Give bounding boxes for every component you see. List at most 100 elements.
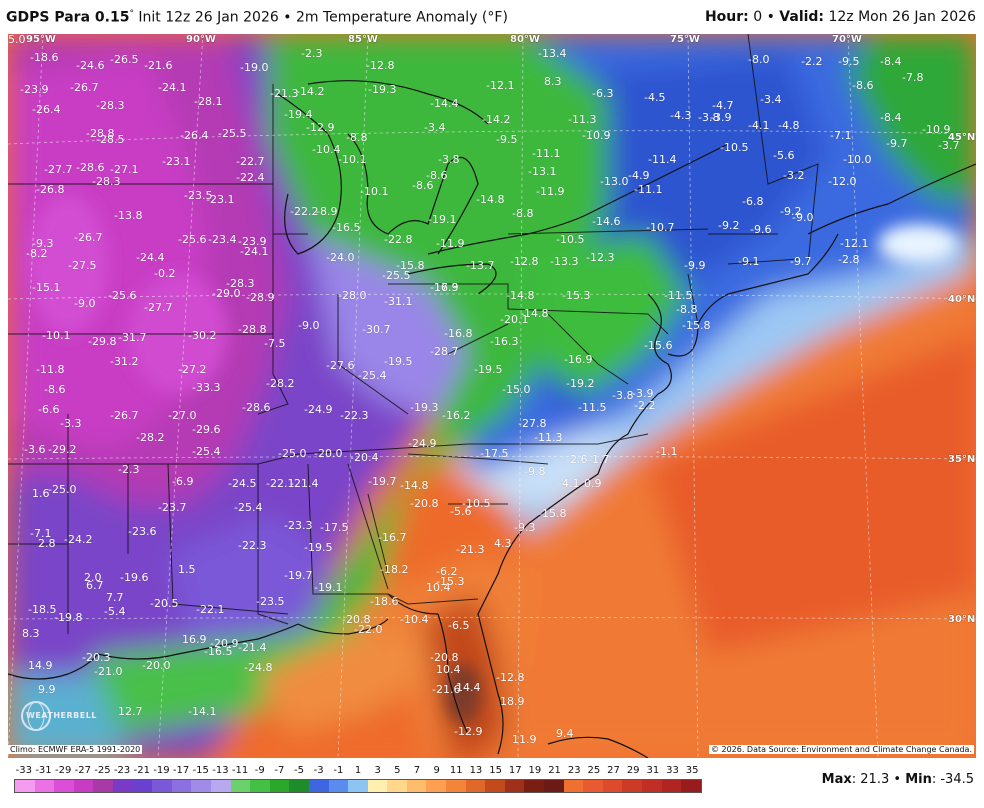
anomaly-value: -22.1 xyxy=(196,603,225,616)
anomaly-value: -23.5 xyxy=(256,595,285,608)
anomaly-value: -19.1 xyxy=(428,213,457,226)
anomaly-value: -28.0 xyxy=(338,289,367,302)
anomaly-value: -4.5 xyxy=(644,91,666,104)
anomaly-value: -25.0 xyxy=(48,483,77,496)
anomaly-value: -26.8 xyxy=(36,183,65,196)
anomaly-value: -8.4 xyxy=(880,55,902,68)
anomaly-value: -24.9 xyxy=(408,437,437,450)
anomaly-value: -16.5 xyxy=(204,645,233,658)
legend-swatch xyxy=(642,780,662,792)
anomaly-value: -16.3 xyxy=(490,335,519,348)
anomaly-value: 11.9 xyxy=(512,733,537,746)
anomaly-value: -4.8 xyxy=(778,119,800,132)
anomaly-value: -9.6 xyxy=(750,223,772,236)
anomaly-value: -15.1 xyxy=(32,281,61,294)
anomaly-value: -9.5 xyxy=(496,133,518,146)
anomaly-value: -16.9 xyxy=(430,281,459,294)
anomaly-value: -10.4 xyxy=(312,143,341,156)
anomaly-value: -14.2 xyxy=(482,113,511,126)
legend-tick-label: 19 xyxy=(528,765,542,776)
legend-swatch xyxy=(112,780,133,792)
legend-tick-label: -21 xyxy=(133,765,150,776)
lon-label-85w: 85°W xyxy=(348,34,378,45)
anomaly-value: -20.8 xyxy=(430,651,459,664)
anomaly-value: -9.2 xyxy=(780,205,802,218)
anomaly-value: -22.8 xyxy=(384,233,413,246)
anomaly-value: -8.8 xyxy=(676,303,698,316)
anomaly-value: -3.4 xyxy=(424,121,446,134)
legend-tick-label: 13 xyxy=(469,765,483,776)
legend-tick-label: -13 xyxy=(212,765,229,776)
anomaly-value: -20.4 xyxy=(350,451,379,464)
anomaly-value: -15.6 xyxy=(644,339,673,352)
legend-tick-label: -9 xyxy=(254,765,265,776)
legend-tick-label: 9 xyxy=(433,765,440,776)
anomaly-value: -23.7 xyxy=(158,501,187,514)
legend-swatch xyxy=(308,780,329,792)
anomaly-value: -28.8 xyxy=(238,323,267,336)
anomaly-value: -4.1 xyxy=(748,119,770,132)
valid-value: 12z Mon 26 Jan 2026 xyxy=(828,9,976,25)
anomaly-value: 2.8 xyxy=(38,537,56,550)
legend-tick-label: -15 xyxy=(192,765,209,776)
anomaly-value: -8.4 xyxy=(880,111,902,124)
legend-tick-label: -23 xyxy=(113,765,131,776)
anomaly-value: -3.7 xyxy=(938,139,960,152)
anomaly-value: -23.9 xyxy=(20,83,49,96)
anomaly-value: -23.4 xyxy=(208,233,237,246)
anomaly-value: -16.2 xyxy=(442,409,471,422)
anomaly-value: -25.0 xyxy=(278,447,307,460)
legend-tick-label: 17 xyxy=(508,765,522,776)
lat-label-35n: 35°N xyxy=(948,454,976,465)
anomaly-value: -27.6 xyxy=(326,359,355,372)
anomaly-value: -12.8 xyxy=(496,671,525,684)
legend-tick-label: 25 xyxy=(587,765,601,776)
legend-swatch xyxy=(250,780,270,792)
anomaly-value: -4.7 xyxy=(712,99,734,112)
anomaly-value: -9.0 xyxy=(74,297,96,310)
anomaly-value: -9.8 xyxy=(524,465,546,478)
anomaly-value: -10.0 xyxy=(843,153,872,166)
anomaly-value: -3.9 xyxy=(710,111,732,124)
anomaly-value: -13.3 xyxy=(550,255,579,268)
anomaly-value: -5.6 xyxy=(773,149,795,162)
anomaly-value: -26.7 xyxy=(110,409,139,422)
anomaly-value: -9.1 xyxy=(738,255,760,268)
anomaly-value: -27.7 xyxy=(44,163,73,176)
anomaly-value: -28.5 xyxy=(96,133,125,146)
legend-tick-label: 23 xyxy=(567,765,581,776)
anomaly-value: -16.9 xyxy=(564,353,593,366)
legend-tick-label: 33 xyxy=(666,765,679,776)
legend-swatch xyxy=(602,780,623,792)
legend-tick-label: 11 xyxy=(449,765,463,776)
anomaly-value: 0.9 xyxy=(584,477,602,490)
anomaly-value: -10.1 xyxy=(360,185,389,198)
legend-swatch xyxy=(367,780,388,792)
anomaly-value: -19.7 xyxy=(284,569,313,582)
anomaly-value: -13.7 xyxy=(466,259,495,272)
legend-swatch xyxy=(681,780,701,792)
anomaly-value: -4.9 xyxy=(628,169,650,182)
anomaly-value: -8.6 xyxy=(426,169,448,182)
anomaly-value: -22.3 xyxy=(238,539,267,552)
anomaly-value: -26.7 xyxy=(74,231,103,244)
anomaly-value: -12.1 xyxy=(840,237,869,250)
anomaly-value: 14.4 xyxy=(456,681,481,694)
anomaly-value: -23.5 xyxy=(184,189,213,202)
anomaly-value: -28.3 xyxy=(96,99,125,112)
anomaly-value: -28.1 xyxy=(194,95,223,108)
anomaly-value: -6.6 xyxy=(38,403,60,416)
anomaly-value: -31.2 xyxy=(110,355,139,368)
anomaly-value: -10.4 xyxy=(400,613,429,626)
max-label: Max xyxy=(821,772,852,787)
anomaly-value: -22.0 xyxy=(354,623,383,636)
anomaly-value: -23.1 xyxy=(206,193,235,206)
anomaly-value: -11.9 xyxy=(536,185,565,198)
anomaly-value: 5.0 xyxy=(8,34,26,46)
legend-swatch xyxy=(661,780,682,792)
anomaly-value: -1.7 xyxy=(588,453,610,466)
anomaly-value: -8.2 xyxy=(26,247,48,260)
anomaly-value: -9.7 xyxy=(790,255,812,268)
anomaly-value: -2.3 xyxy=(301,47,323,60)
anomaly-value: -9.3 xyxy=(514,521,536,534)
